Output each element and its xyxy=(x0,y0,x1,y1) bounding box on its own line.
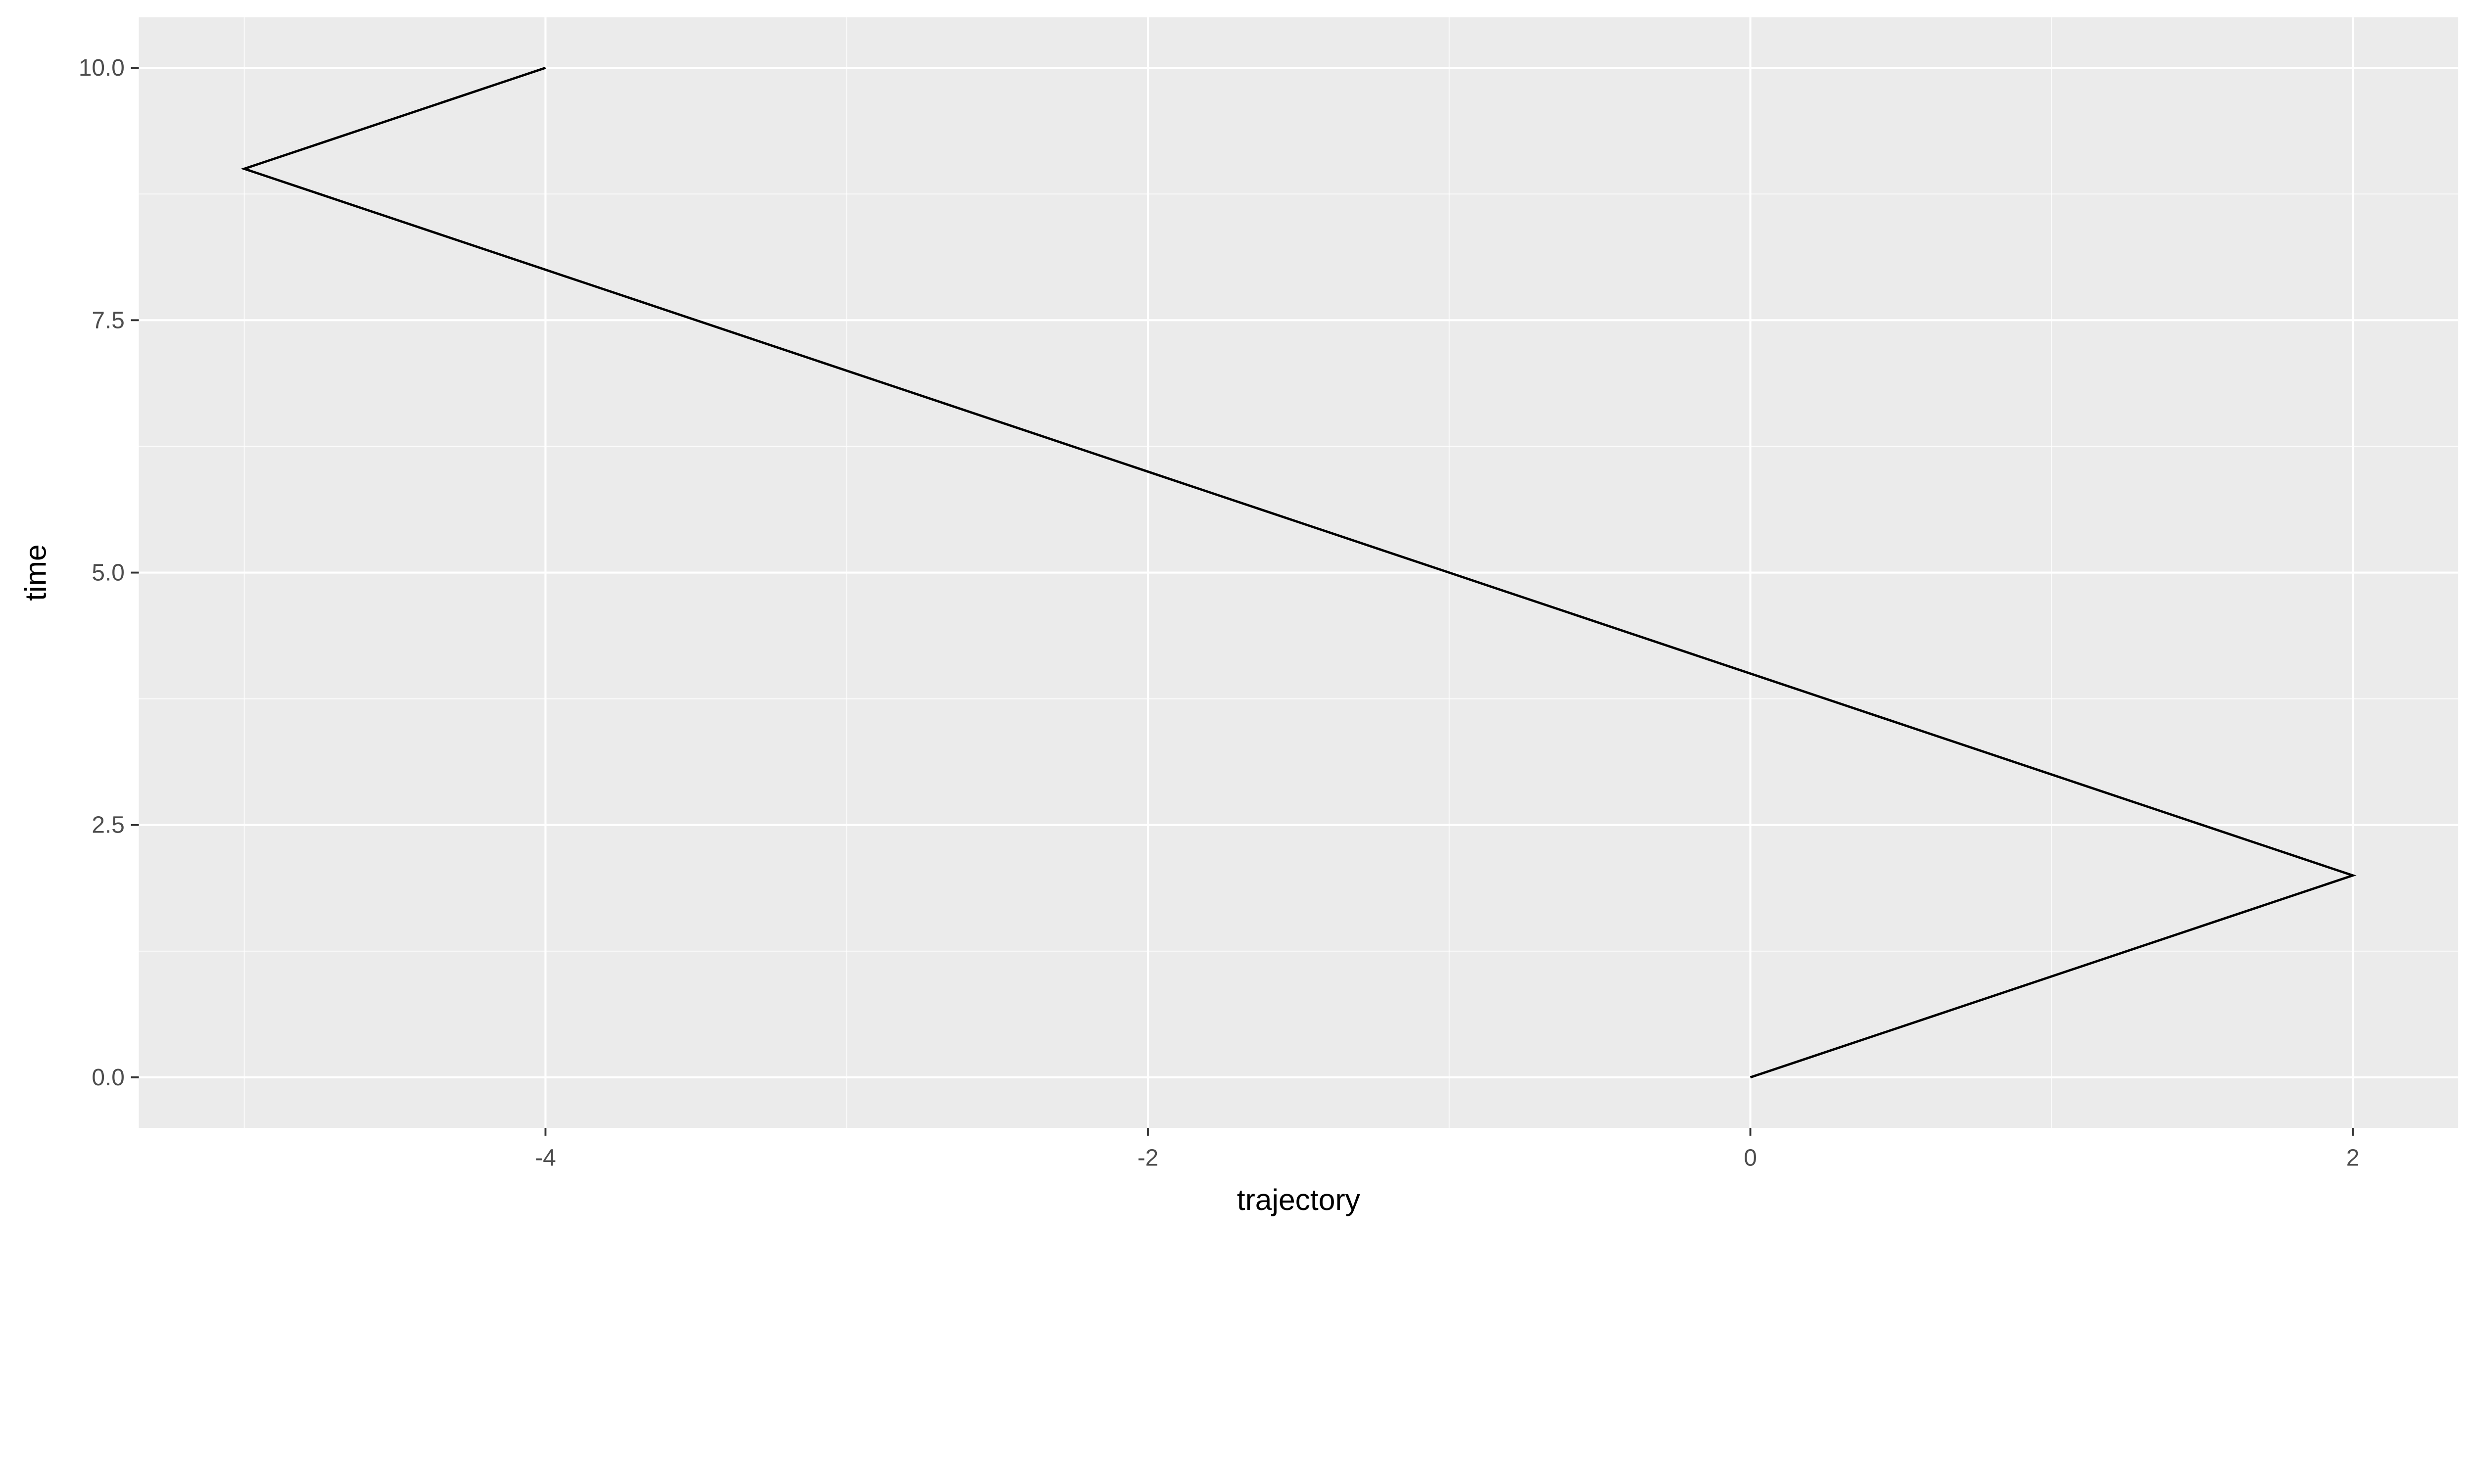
x-tick-label: 0 xyxy=(1744,1145,1757,1171)
trajectory-line xyxy=(240,66,2357,1079)
y-tick-label: 0.0 xyxy=(92,1065,125,1091)
y-tick-label: 10.0 xyxy=(79,55,125,81)
x-tick-label: -2 xyxy=(1138,1145,1159,1171)
y-tick-label: 2.5 xyxy=(92,812,125,838)
chart: -4 -2 0 2 0.0 2.5 5.0 7.5 10.0 trajectory time xyxy=(18,17,2459,1216)
gridlines xyxy=(139,17,2459,1128)
y-axis-title: time xyxy=(18,544,52,601)
y-tick-label: 5.0 xyxy=(92,559,125,586)
y-tick-label: 7.5 xyxy=(92,307,125,333)
x-tick-label: -4 xyxy=(535,1145,556,1171)
axes: -4 -2 0 2 0.0 2.5 5.0 7.5 10.0 xyxy=(79,55,2360,1171)
x-tick-label: 2 xyxy=(2346,1145,2360,1171)
marks xyxy=(240,66,2357,1079)
x-axis-title: trajectory xyxy=(1237,1183,1361,1216)
